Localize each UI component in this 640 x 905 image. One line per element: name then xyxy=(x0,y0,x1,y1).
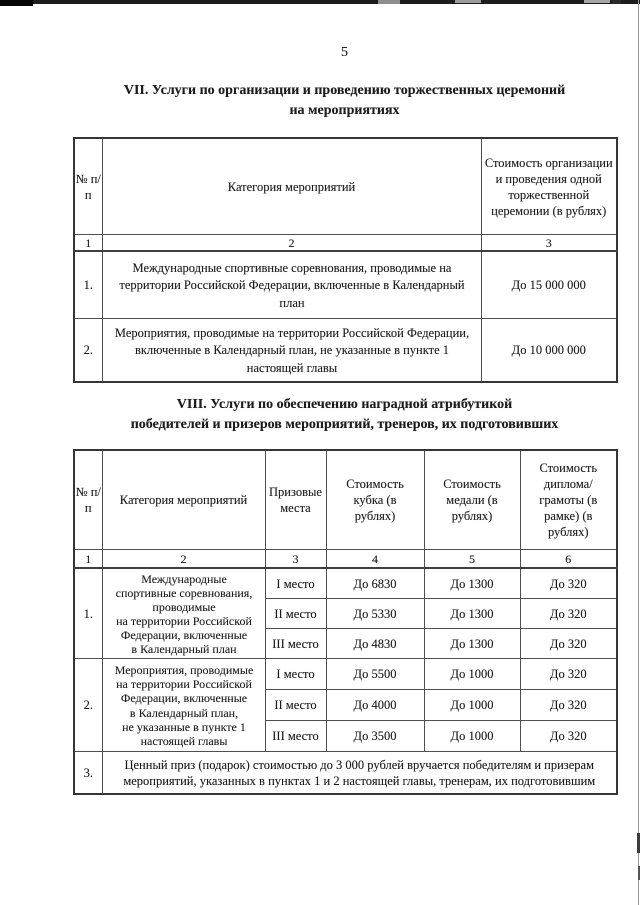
header-cell-medal-cost: Стоимость медали (в рублях) xyxy=(423,449,521,550)
ceremonies-cost-table: № п/п Категория мероприятий Стоимость ор… xyxy=(73,137,618,383)
column-number-cell: 6 xyxy=(519,549,618,569)
cup-cost-cell: До 5500 xyxy=(325,658,425,690)
column-number-cell: 1 xyxy=(73,549,103,569)
header-cell-cup-cost: Стоимость кубка (в рублях) xyxy=(325,449,425,550)
place-cell: II место xyxy=(264,689,327,721)
cost-cell: До 15 000 000 xyxy=(480,250,618,319)
place-cell: I место xyxy=(264,567,327,599)
column-number-cell: 2 xyxy=(101,234,482,252)
column-number-cell: 4 xyxy=(325,549,425,569)
table-row: II место До 4000 До 1000 До 320 xyxy=(74,689,618,721)
awards-cost-table: № п/п Категория мероприятий Призовые мес… xyxy=(73,449,618,795)
place-cell: III место xyxy=(264,720,327,752)
category-cell: Международные спортивные соревнования, п… xyxy=(101,567,266,659)
column-number-cell: 5 xyxy=(423,549,521,569)
row-number-cell: 1. xyxy=(73,250,103,319)
category-cell: Мероприятия, проводимые на территории Ро… xyxy=(101,658,266,752)
row-number-cell: 2. xyxy=(73,318,103,383)
diploma-cost-cell: До 320 xyxy=(519,598,618,629)
section-viii-heading: VIII. Услуги по обеспечению наградной ат… xyxy=(73,395,616,435)
medal-cost-cell: До 1300 xyxy=(423,598,521,629)
column-number-cell: 2 xyxy=(101,549,266,569)
table-header-row: № п/п Категория мероприятий Стоимость ор… xyxy=(73,137,618,235)
medal-cost-cell: До 1300 xyxy=(423,567,521,599)
scan-artifact-top-edge xyxy=(0,0,640,7)
cup-cost-cell: До 4830 xyxy=(325,628,425,659)
header-cell-cup-cost-text: Стоимость кубка (в рублях) xyxy=(346,477,404,523)
column-number-cell: 3 xyxy=(264,549,327,569)
header-cell-places: Призовые места xyxy=(264,449,327,550)
table-row: 1. Международные спортивные соревнования… xyxy=(73,250,618,319)
table-row: 2. Мероприятия, проводимые на территории… xyxy=(73,318,618,383)
category-cell: Мероприятия, проводимые на территории Ро… xyxy=(101,318,482,383)
header-cell-medal-cost-text: Стоимость медали (в рублях) xyxy=(443,477,501,523)
medal-cost-cell: До 1300 xyxy=(423,628,521,659)
section-vii-heading-line2: на мероприятиях xyxy=(289,103,400,118)
header-cell-diploma-cost-text: Стоимость диплома/ грамоты (в рамке) (в … xyxy=(539,461,598,539)
header-cell-category: Категория мероприятий xyxy=(101,449,266,550)
table-row: 3. Ценный приз (подарок) стоимостью до 3… xyxy=(73,751,618,795)
header-cell-cost-text: Стоимость организации и проведения одной… xyxy=(484,155,613,218)
row-number-cell: 1. xyxy=(73,567,103,659)
cup-cost-cell: До 5330 xyxy=(325,598,425,629)
document-content: 5 VII. Услуги по организации и проведени… xyxy=(73,0,618,795)
cup-cost-cell: До 6830 xyxy=(325,567,425,599)
place-cell: III место xyxy=(264,628,327,659)
table-row: 1. Международные спортивные соревнования… xyxy=(73,567,618,659)
column-numbers-row: 1 2 3 xyxy=(73,234,618,252)
scan-artifact-blob xyxy=(637,833,640,853)
header-cell-cost: Стоимость организации и проведения одной… xyxy=(480,137,618,235)
diploma-cost-cell: До 320 xyxy=(519,689,618,721)
place-cell: II место xyxy=(264,598,327,629)
category-cell: Международные спортивные соревнования, п… xyxy=(101,250,482,319)
diploma-cost-cell: До 320 xyxy=(519,658,618,690)
column-numbers-row: 1 2 3 4 5 6 xyxy=(73,549,618,569)
cup-cost-cell: До 3500 xyxy=(325,720,425,752)
medal-cost-cell: До 1000 xyxy=(423,720,521,752)
footer-note-cell: Ценный приз (подарок) стоимостью до 3 00… xyxy=(101,751,618,795)
section-viii-heading-line1: VIII. Услуги по обеспечению наградной ат… xyxy=(176,397,513,412)
scan-artifact-right-edge xyxy=(638,0,639,905)
section-vii-heading-line1: VII. Услуги по организации и проведению … xyxy=(123,83,566,98)
diploma-cost-cell: До 320 xyxy=(519,720,618,752)
medal-cost-cell: До 1000 xyxy=(423,689,521,721)
diploma-cost-cell: До 320 xyxy=(519,567,618,599)
column-number-cell: 3 xyxy=(480,234,618,252)
table-row: III место До 3500 До 1000 До 320 xyxy=(74,720,618,752)
diploma-cost-cell: До 320 xyxy=(519,628,618,659)
table-row: 2. Мероприятия, проводимые на территории… xyxy=(73,658,618,752)
section-vii-heading: VII. Услуги по организации и проведению … xyxy=(73,81,616,121)
row-number-cell: 3. xyxy=(73,751,103,795)
cup-cost-cell: До 4000 xyxy=(325,689,425,721)
scan-artifact-blob xyxy=(638,866,640,880)
table-row: III место До 4830 До 1300 До 320 xyxy=(74,628,618,659)
table-row: II место До 5330 До 1300 До 320 xyxy=(74,598,618,629)
section-viii-heading-line2: победителей и призеров мероприятий, трен… xyxy=(130,417,559,432)
header-cell-category: Категория мероприятий xyxy=(101,137,482,235)
table-header-row: № п/п Категория мероприятий Призовые мес… xyxy=(73,449,618,550)
page-number: 5 xyxy=(341,45,348,60)
header-cell-diploma-cost: Стоимость диплома/ грамоты (в рамке) (в … xyxy=(519,449,618,550)
column-number-cell: 1 xyxy=(73,234,103,252)
header-cell-num: № п/п xyxy=(73,449,103,550)
medal-cost-cell: До 1000 xyxy=(423,658,521,690)
cost-cell: До 10 000 000 xyxy=(480,318,618,383)
header-cell-num: № п/п xyxy=(73,137,103,235)
place-cell: I место xyxy=(264,658,327,690)
row-number-cell: 2. xyxy=(73,658,103,752)
